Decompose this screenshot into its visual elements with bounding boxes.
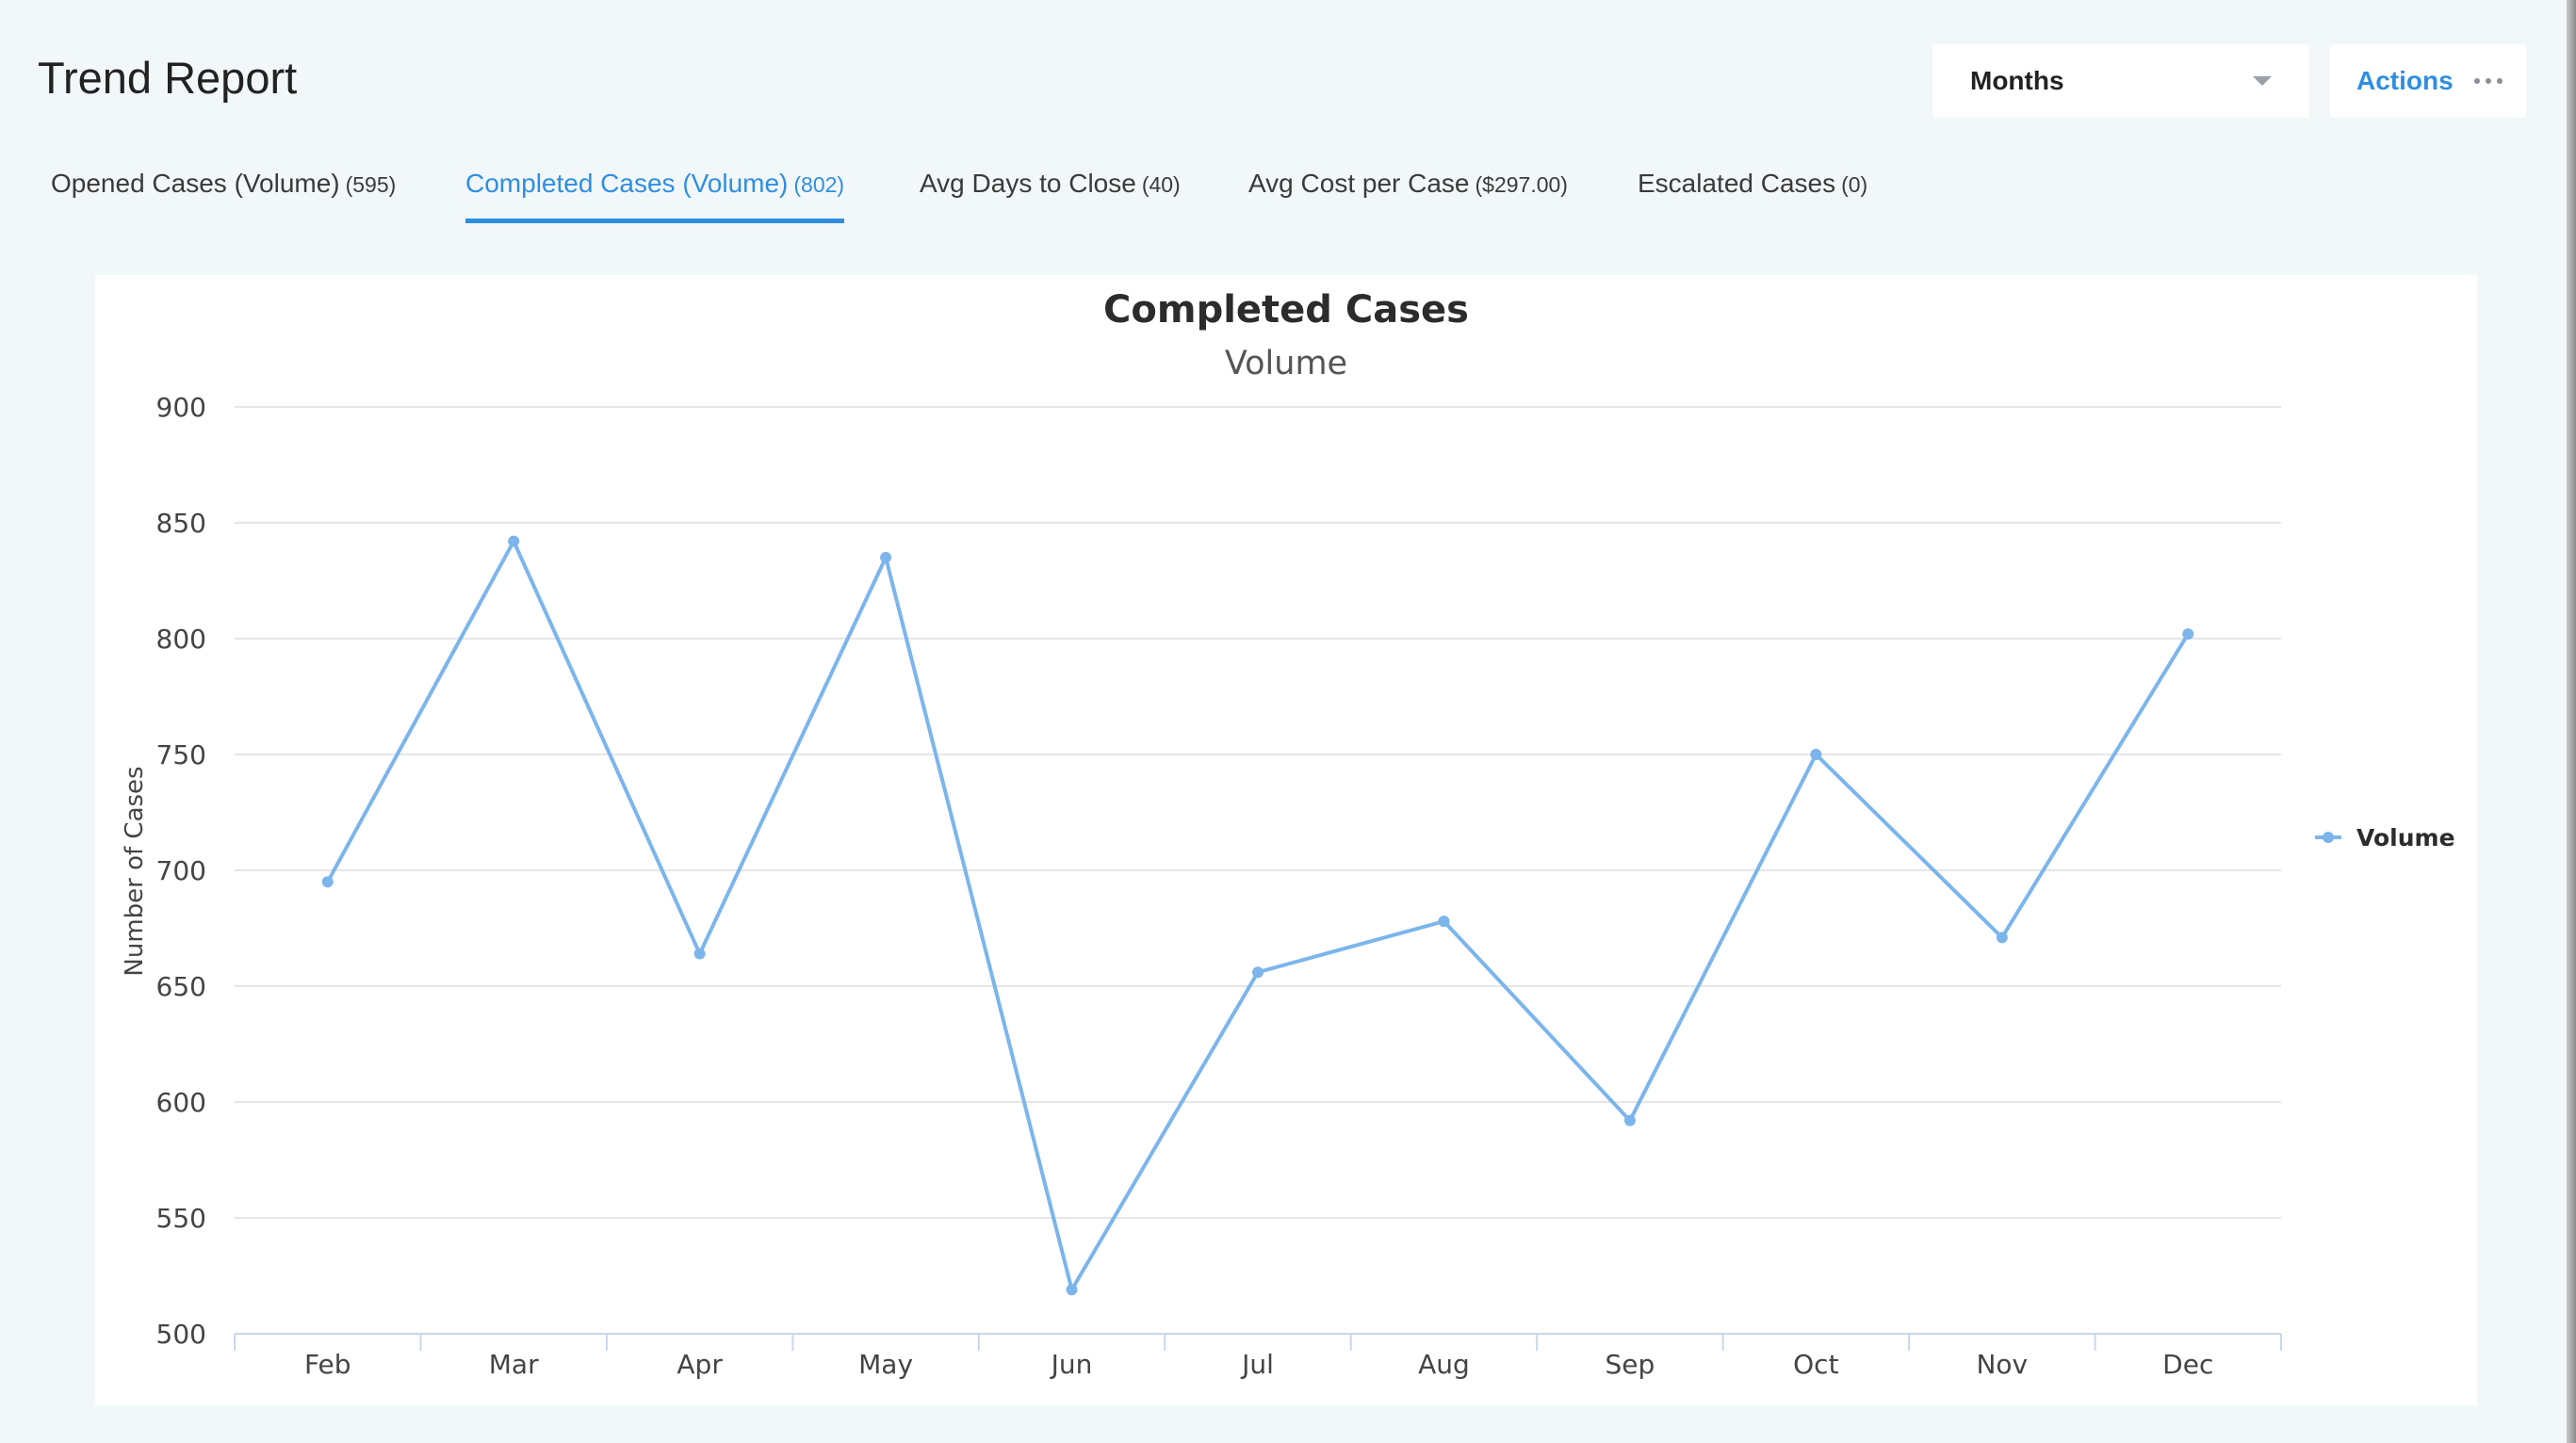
x-tick-label: Oct [1793,1349,1838,1380]
x-tick-label: Aug [1418,1349,1470,1380]
chart-subtitle: Volume [1225,345,1347,382]
chevron-down-icon [2253,76,2272,86]
data-point[interactable] [1438,916,1450,928]
period-dropdown[interactable]: Months [1932,44,2309,118]
x-tick-label: Feb [304,1349,351,1380]
data-point[interactable] [1066,1284,1078,1296]
data-point[interactable] [1810,749,1822,760]
y-tick-label: 500 [156,1319,206,1350]
x-tick-label: Jun [1050,1349,1093,1380]
y-axis-ticks: 500 550 600 650 700 750 800 850 900 [156,392,206,1350]
y-axis-label: Number of Cases [121,766,149,976]
data-point[interactable] [2182,628,2194,640]
legend[interactable]: Volume [2315,824,2455,851]
tab-count: (595) [345,172,397,197]
tab-label: Escalated Cases [1638,169,1836,198]
x-tick-label: Mar [489,1349,539,1380]
metric-tabs: Opened Cases (Volume) (595) Completed Cas… [0,160,1979,226]
data-point[interactable] [508,535,520,547]
tab-label: Avg Cost per Case [1248,169,1470,198]
y-tick-label: 800 [156,624,206,655]
x-tick-label: Sep [1606,1349,1655,1380]
data-point[interactable] [1252,966,1264,979]
chart-card: Completed Cases Volume Number of Cases 5… [95,275,2477,1405]
y-tick-label: 900 [156,392,206,423]
data-point[interactable] [693,948,706,960]
tab-escalated-cases[interactable]: Escalated Cases (0) [1638,160,1867,219]
window-edge [2567,0,2576,1443]
x-tick-label: Apr [677,1349,723,1380]
y-tick-label: 600 [156,1087,206,1118]
gridlines [235,406,2281,1219]
tab-label: Avg Days to Close [920,169,1136,198]
series-line [325,539,2190,1292]
y-tick-label: 650 [156,971,206,1002]
tab-completed-cases[interactable]: Completed Cases (Volume) (802) [465,160,845,223]
y-tick-label: 850 [156,508,206,539]
tab-avg-cost-per-case[interactable]: Avg Cost per Case ($297.00) [1248,160,1568,219]
tab-count: (802) [793,172,845,197]
data-point[interactable] [321,876,334,888]
tab-count: (0) [1841,172,1868,197]
data-point[interactable] [1996,932,2008,944]
tab-opened-cases[interactable]: Opened Cases (Volume) (595) [51,160,396,219]
x-tick-label: Jul [1240,1349,1274,1380]
actions-button[interactable]: Actions [2330,44,2526,118]
tab-label: Opened Cases (Volume) [51,169,340,198]
period-dropdown-value: Months [1970,66,2064,95]
series-volume [321,535,2194,1296]
x-tick-label: Dec [2162,1349,2213,1380]
tab-label: Completed Cases (Volume) [465,169,789,198]
x-axis-ticks: Feb Mar Apr May Jun Jul Aug Sep Oct Nov Dec [304,1349,2213,1380]
y-tick-label: 550 [156,1203,206,1234]
line-chart: Completed Cases Volume Number of Cases 5… [121,288,2455,1380]
x-axis [234,1333,2282,1351]
actions-button-label: Actions [2356,66,2454,95]
x-tick-label: Nov [1976,1349,2028,1380]
y-tick-label: 750 [156,739,206,770]
x-tick-label: May [858,1349,913,1380]
more-horizontal-icon [2473,78,2503,84]
data-point[interactable] [1623,1114,1636,1127]
legend-marker-icon [2323,832,2334,843]
tab-count: (40) [1141,172,1181,197]
y-tick-label: 700 [156,855,206,886]
page-title: Trend Report [38,53,298,103]
tab-count: ($297.00) [1475,172,1568,197]
tab-avg-days-to-close[interactable]: Avg Days to Close (40) [920,160,1181,219]
chart-title: Completed Cases [1103,288,1469,332]
data-point[interactable] [880,551,892,563]
legend-label: Volume [2356,824,2455,851]
